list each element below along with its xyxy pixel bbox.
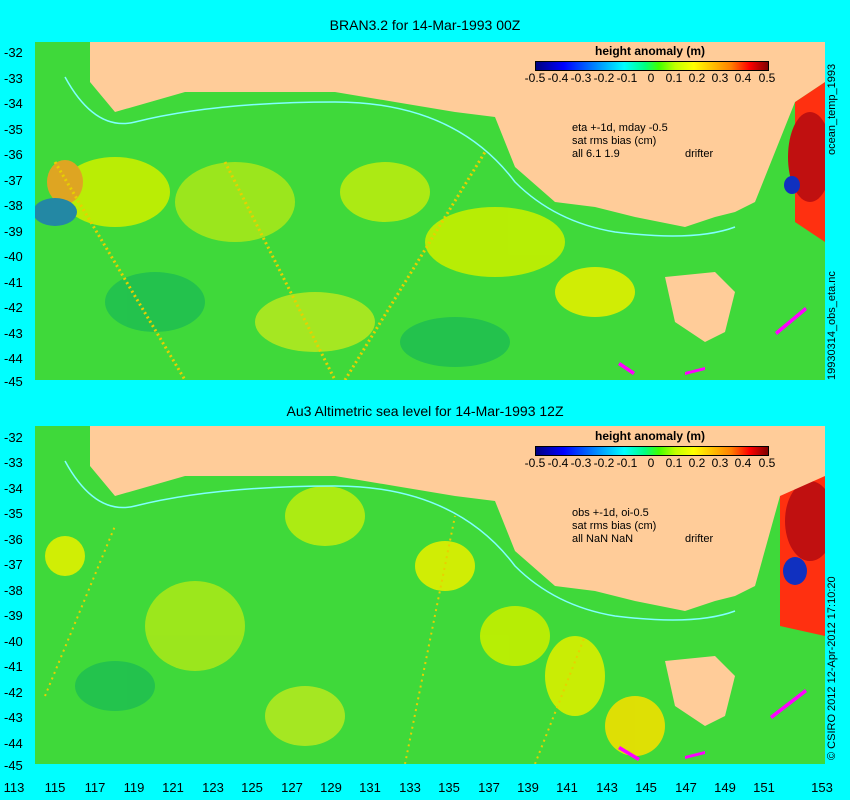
lat-tick: -45	[4, 374, 23, 389]
bottom-panel-title: Au3 Altimetric sea level for 14-Mar-1993…	[286, 403, 564, 419]
lon-tick: 141	[556, 780, 578, 795]
lat-tick: -33	[4, 71, 23, 86]
lat-tick: -39	[4, 224, 23, 239]
lon-tick: 147	[675, 780, 697, 795]
cbar-tick: -0.3	[570, 456, 592, 470]
lat-tick: -33	[4, 455, 23, 470]
cbar-tick: -0.5	[524, 456, 546, 470]
cbar-tick: 0.2	[688, 456, 706, 470]
top-note-line: all 6.1 1.9	[572, 148, 620, 160]
lon-tick: 115	[44, 780, 66, 795]
cbar-tick: -0.2	[593, 456, 615, 470]
top-map	[35, 42, 825, 380]
lat-tick: -43	[4, 326, 23, 341]
top-side-label: ocean_temp_1993	[826, 63, 838, 155]
cbar-tick: -0.5	[524, 71, 546, 85]
lat-tick: -32	[4, 45, 23, 60]
lon-tick: 127	[281, 780, 303, 795]
top-colorbar-title: height anomaly (m)	[594, 44, 705, 58]
bottom-colorbar-gradient	[535, 446, 769, 456]
bottom-colorbar-title: height anomaly (m)	[594, 429, 705, 443]
cbar-tick: -0.3	[570, 71, 592, 85]
lat-tick: -44	[4, 736, 23, 751]
cbar-tick: 0.4	[734, 456, 752, 470]
bottom-colorbar: height anomaly (m) -0.5 -0.4 -0.3 -0.2 -…	[525, 429, 780, 477]
lat-tick: -39	[4, 608, 23, 623]
cbar-tick: 0.3	[711, 71, 729, 85]
top-stats-note: eta +-1d, mday -0.5 sat rms bias (cm) al…	[572, 122, 668, 161]
cbar-tick: -0.1	[616, 71, 638, 85]
lon-tick: 123	[202, 780, 224, 795]
cbar-tick: 0.1	[665, 456, 683, 470]
lon-tick: 145	[635, 780, 657, 795]
top-drifter-label: drifter	[685, 148, 714, 160]
cbar-tick: -0.4	[547, 71, 569, 85]
lat-tick: -42	[4, 300, 23, 315]
cbar-tick: 0.4	[734, 71, 752, 85]
lat-tick: -38	[4, 198, 23, 213]
lon-tick: 129	[320, 780, 342, 795]
lat-tick: -37	[4, 173, 23, 188]
bottom-side-label: © CSIRO 2012 12-Apr-2012 17:10:20	[826, 576, 838, 760]
lat-tick: -42	[4, 685, 23, 700]
cbar-tick: 0.2	[688, 71, 706, 85]
cbar-tick: -0.1	[616, 456, 638, 470]
top-note-line: eta +-1d, mday -0.5	[572, 122, 668, 134]
cbar-tick: 0.1	[665, 71, 683, 85]
lat-tick: -37	[4, 557, 23, 572]
lat-tick: -43	[4, 710, 23, 725]
lon-tick: 113	[3, 780, 25, 795]
lat-tick: -41	[4, 659, 23, 674]
bottom-stats-note: obs +-1d, oi-0.5 sat rms bias (cm) all N…	[572, 507, 656, 546]
lon-tick: 135	[438, 780, 460, 795]
lat-tick: -36	[4, 147, 23, 162]
lat-tick: -32	[4, 430, 23, 445]
lon-tick: 133	[399, 780, 421, 795]
lat-tick: -36	[4, 532, 23, 547]
top-map-panel	[35, 42, 825, 380]
cbar-tick: -0.2	[593, 71, 615, 85]
lon-tick: 121	[162, 780, 184, 795]
top-side-label-lower: 19930314_obs_eta.nc	[826, 271, 838, 380]
bottom-drifter-label: drifter	[685, 533, 714, 545]
lat-tick: -34	[4, 96, 23, 111]
cbar-tick: -0.4	[547, 456, 569, 470]
bottom-map-panel	[35, 426, 825, 764]
lon-tick: 137	[478, 780, 500, 795]
lon-tick: 143	[596, 780, 618, 795]
lon-tick: 149	[714, 780, 736, 795]
lon-tick: 125	[241, 780, 263, 795]
cbar-tick: 0	[647, 456, 655, 470]
top-note-line: sat rms bias (cm)	[572, 135, 657, 147]
lat-tick: -35	[4, 506, 23, 521]
lat-tick: -41	[4, 275, 23, 290]
lon-tick: 153	[811, 780, 833, 795]
bottom-note-line: sat rms bias (cm)	[572, 520, 657, 532]
lat-tick: -44	[4, 351, 23, 366]
lat-tick: -38	[4, 583, 23, 598]
lon-tick: 131	[359, 780, 381, 795]
top-colorbar-gradient	[535, 61, 769, 71]
bottom-map	[35, 426, 825, 764]
lon-tick: 119	[123, 780, 145, 795]
lon-tick: 139	[517, 780, 539, 795]
top-panel-title: BRAN3.2 for 14-Mar-1993 00Z	[329, 17, 521, 33]
lat-tick: -34	[4, 481, 23, 496]
lat-tick: -40	[4, 249, 23, 264]
bottom-note-line: obs +-1d, oi-0.5	[572, 507, 649, 519]
lat-tick: -35	[4, 122, 23, 137]
cbar-tick: 0	[647, 71, 655, 85]
lon-tick: 151	[753, 780, 775, 795]
cbar-tick: 0.5	[758, 456, 776, 470]
bottom-note-line: all NaN NaN	[572, 533, 634, 545]
cbar-tick: 0.5	[758, 71, 776, 85]
cbar-tick: 0.3	[711, 456, 729, 470]
lon-tick: 117	[84, 780, 106, 795]
lat-tick: -45	[4, 758, 23, 773]
lat-tick: -40	[4, 634, 23, 649]
top-colorbar: height anomaly (m) -0.5 -0.4 -0.3 -0.2 -…	[525, 44, 780, 92]
